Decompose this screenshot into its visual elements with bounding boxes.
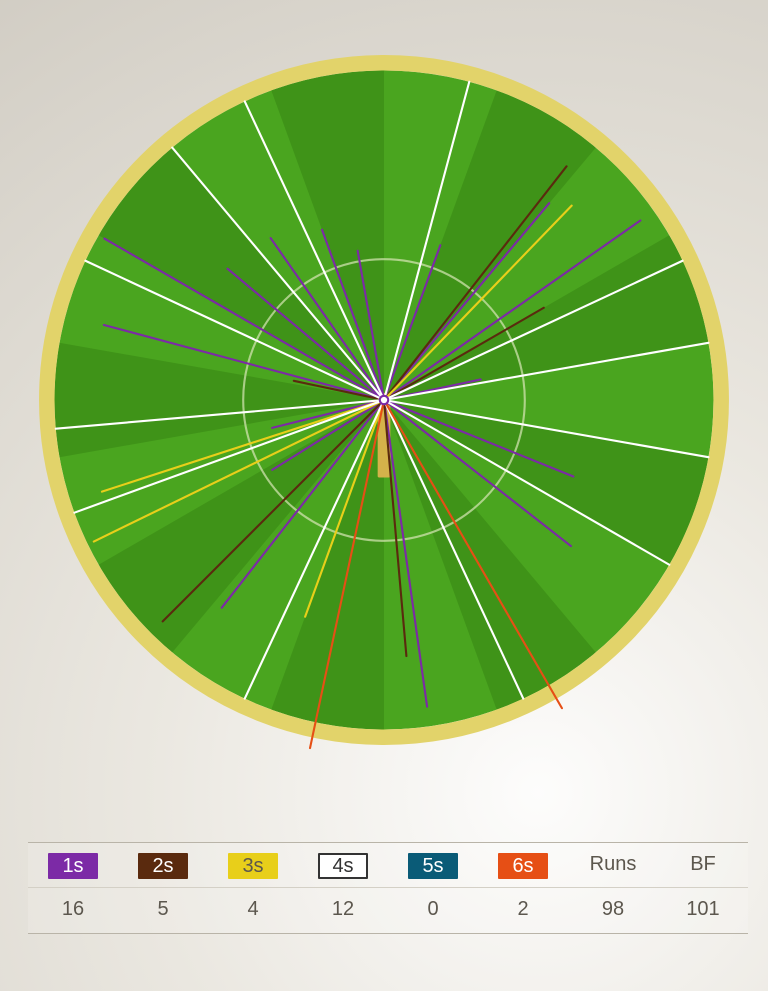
stat-3s: 4 — [208, 887, 298, 933]
legend-2s: 2s — [118, 843, 208, 887]
header-runs: Runs — [568, 843, 658, 887]
chip-1s: 1s — [48, 853, 98, 879]
legend-1s: 1s — [28, 843, 118, 887]
stat-5s: 0 — [388, 887, 478, 933]
wagon-wheel-chart — [32, 48, 736, 752]
legend-3s: 3s — [208, 843, 298, 887]
stats-table: 1s 2s 3s 4s 5s 6s Runs BF 16 5 4 12 0 2 … — [28, 842, 748, 934]
stat-4s: 12 — [298, 887, 388, 933]
legend-5s: 5s — [388, 843, 478, 887]
stat-bf: 101 — [658, 887, 748, 933]
chip-2s: 2s — [138, 853, 188, 879]
stat-6s: 2 — [478, 887, 568, 933]
stat-runs: 98 — [568, 887, 658, 933]
chip-4s: 4s — [318, 853, 368, 879]
legend-6s: 6s — [478, 843, 568, 887]
wagon-wheel-svg — [32, 48, 736, 752]
chip-5s: 5s — [408, 853, 458, 879]
stat-2s: 5 — [118, 887, 208, 933]
chip-6s: 6s — [498, 853, 548, 879]
chip-3s: 3s — [228, 853, 278, 879]
header-bf: BF — [658, 843, 748, 887]
stat-1s: 16 — [28, 887, 118, 933]
legend-4s: 4s — [298, 843, 388, 887]
